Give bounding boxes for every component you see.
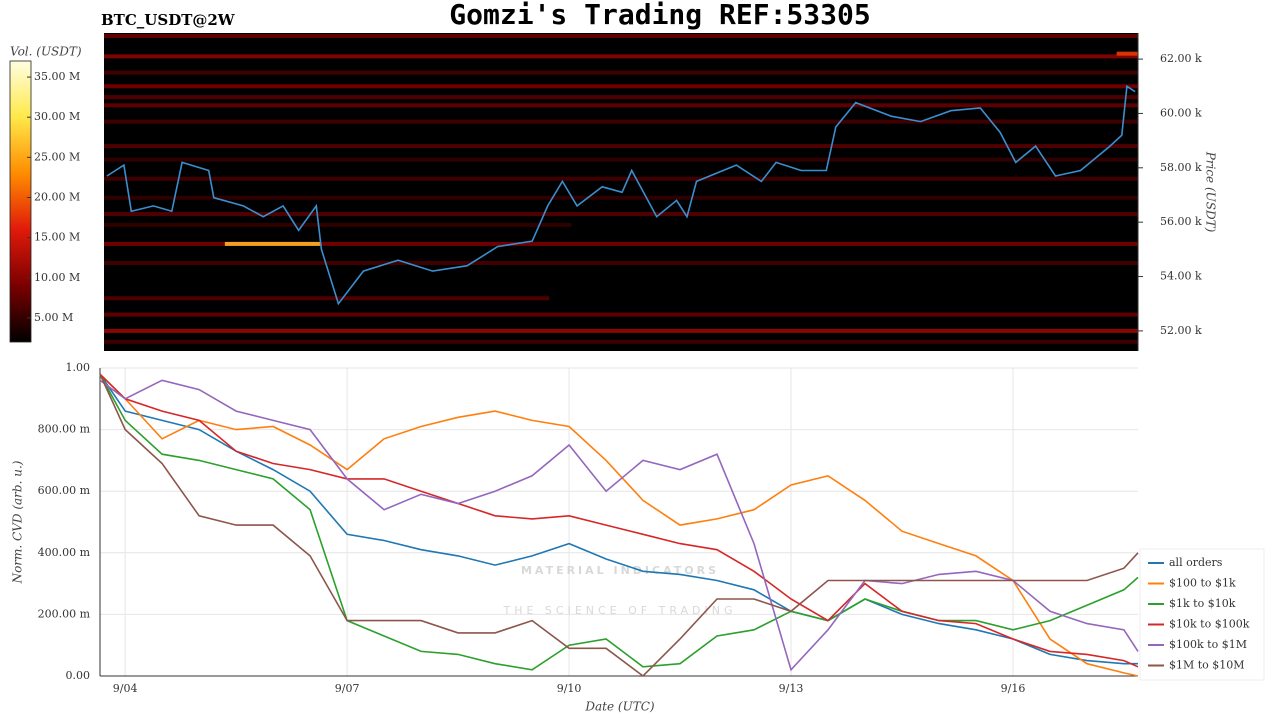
heatmap-cell xyxy=(104,195,1138,200)
heatmap-cell xyxy=(104,144,1138,149)
x-tick-label: 9/13 xyxy=(779,682,804,695)
y-tick-label: 54.00 k xyxy=(1160,270,1202,283)
x-tick-label: 9/04 xyxy=(113,682,138,695)
heatmap-cell xyxy=(104,222,572,227)
legend-label: $100k to $1M xyxy=(1169,638,1247,651)
y-tick-label: 58.00 k xyxy=(1160,161,1202,174)
heatmap-cell xyxy=(104,103,1138,108)
heatmap-cell xyxy=(104,260,1138,265)
y-tick-label: 800.00 m xyxy=(38,423,91,436)
heatmap-cell xyxy=(224,241,321,246)
y-tick-label: 56.00 k xyxy=(1160,215,1202,228)
y-tick-label: 62.00 k xyxy=(1160,52,1202,65)
watermark: MATERIAL INDICATORS xyxy=(521,564,719,577)
legend-label: $1k to $10k xyxy=(1169,597,1236,610)
x-tick-label: 9/10 xyxy=(557,682,582,695)
legend-label: all orders xyxy=(1169,556,1223,569)
heatmap-cell xyxy=(104,241,1138,246)
x-tick-label: 9/07 xyxy=(335,682,360,695)
heatmap-cell xyxy=(104,312,1138,317)
series-line xyxy=(99,373,1138,665)
x-tick-label: 9/16 xyxy=(1001,682,1026,695)
price-line xyxy=(106,84,1136,306)
y-tick-label: 0.00 xyxy=(66,669,91,682)
heatmap-cell xyxy=(104,119,1138,124)
legend-label: $10k to $100k xyxy=(1169,618,1250,631)
heatmap-cell xyxy=(104,33,1138,38)
colorbar-tick-label: 25.00 M xyxy=(34,150,80,163)
heatmap-cell xyxy=(104,95,1138,100)
colorbar xyxy=(9,60,32,343)
y-axis-label: Price (USDT) xyxy=(1204,151,1218,233)
series-line xyxy=(99,373,1139,677)
heatmap-cell xyxy=(104,70,1138,75)
series-line xyxy=(99,373,1139,678)
y-tick-label: 60.00 k xyxy=(1160,106,1202,119)
chart-subtitle: BTC_USDT@2W xyxy=(101,11,236,29)
y-tick-label: 400.00 m xyxy=(38,546,91,559)
legend xyxy=(1139,548,1265,681)
series-line xyxy=(99,373,1139,671)
colorbar-tick-label: 30.00 M xyxy=(34,110,80,123)
heatmap-cell xyxy=(104,339,1138,344)
colorbar-tick-label: 15.00 M xyxy=(34,231,80,244)
y-axis-label: Norm. CVD (arb. u.) xyxy=(11,460,25,584)
heatmap-cell xyxy=(104,157,1138,162)
colorbar-tick-label: 20.00 M xyxy=(34,190,80,203)
series-line xyxy=(99,379,1139,672)
heatmap-cell xyxy=(104,54,1138,59)
plot-background xyxy=(100,368,1138,676)
colorbar-tick-label: 10.00 M xyxy=(34,271,80,284)
colorbar-label: Vol. (USDT) xyxy=(10,45,82,59)
heatmap-cell xyxy=(104,296,550,301)
chart-title: Gomzi's Trading REF:53305 xyxy=(449,0,870,31)
colorbar-tick-label: 35.00 M xyxy=(34,70,80,83)
legend-label: $1M to $10M xyxy=(1169,659,1245,672)
colorbar-tick-label: 5.00 M xyxy=(34,311,73,324)
y-tick-label: 200.00 m xyxy=(38,607,91,620)
y-tick-label: 52.00 k xyxy=(1160,324,1202,337)
x-axis-label: Date (UTC) xyxy=(584,700,654,714)
y-tick-label: 1.00 xyxy=(66,361,91,374)
watermark: THE SCIENCE OF TRADING xyxy=(502,604,736,617)
y-tick-label: 600.00 m xyxy=(38,484,91,497)
heatmap-cell xyxy=(104,328,1138,333)
heatmap-cell xyxy=(104,84,1138,89)
legend-label: $100 to $1k xyxy=(1169,577,1236,590)
heatmap-cell xyxy=(104,212,1138,217)
heatmap-cell xyxy=(1116,51,1138,56)
heatmap-cell xyxy=(104,176,1138,181)
series-line xyxy=(99,373,1139,668)
